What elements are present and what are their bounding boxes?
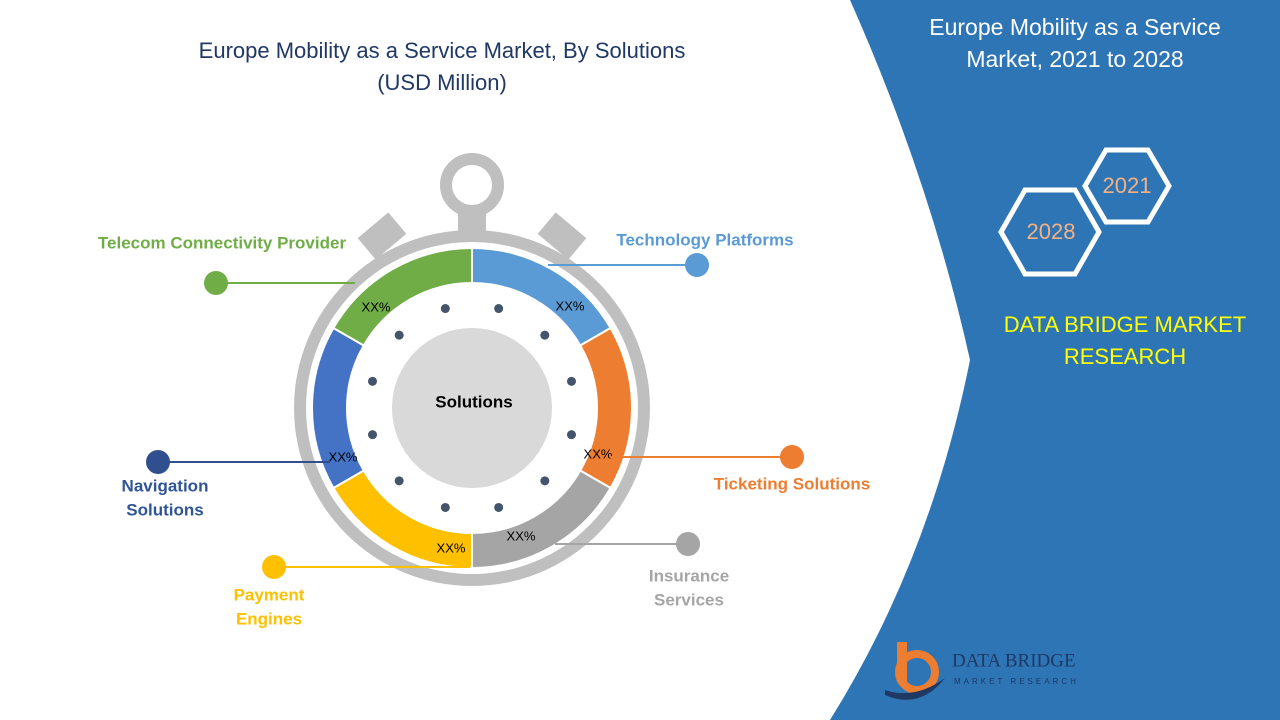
segment-value-label: XX%: [437, 540, 466, 555]
connector-dot: [204, 271, 228, 295]
tick-dot: [368, 430, 378, 440]
tick-dot: [566, 376, 576, 386]
panel-title: Market, 2021 to 2028: [966, 46, 1183, 72]
panel-title: Europe Mobility as a Service: [929, 14, 1220, 40]
connector-dot: [780, 445, 804, 469]
connector-dot: [146, 450, 170, 474]
segment-label: Services: [654, 590, 724, 609]
connector-dot: [676, 532, 700, 556]
title: Europe Mobility as a Service Market, By …: [199, 38, 686, 63]
logo-swoosh: [885, 678, 945, 700]
hexagon: [998, 187, 1102, 277]
year: 2021: [1103, 173, 1152, 198]
segment-value-label: XX%: [507, 528, 536, 543]
connector-dot: [262, 555, 286, 579]
tick-dot: [394, 330, 404, 340]
segment-label: Solutions: [126, 500, 203, 519]
segment-value-label: XX%: [584, 446, 613, 461]
tick-dot: [540, 476, 550, 486]
logo-text: DATA BRIDGE: [952, 650, 1076, 671]
title: (USD Million): [377, 70, 507, 95]
tick-dot: [494, 304, 504, 314]
side-button: [537, 212, 587, 260]
segment-label: Technology Platforms: [616, 230, 793, 249]
tick-dot: [440, 304, 450, 314]
logo-subtext: MARKET RESEARCH: [954, 677, 1079, 686]
tick-dot: [368, 376, 378, 386]
year: 2028: [1027, 219, 1076, 244]
donut-segment: [332, 246, 473, 347]
tick-dot: [566, 430, 576, 440]
segment-label: Engines: [236, 609, 302, 628]
segment-label: Ticketing Solutions: [714, 474, 870, 493]
segment-value-label: XX%: [329, 449, 358, 464]
hexagon: [1082, 147, 1172, 225]
segment-label: Insurance: [649, 566, 729, 585]
segment-label: Payment: [234, 585, 305, 604]
brand: RESEARCH: [1064, 344, 1186, 369]
side-button: [357, 212, 407, 260]
brand: DATA BRIDGE MARKET: [1004, 312, 1246, 337]
tick-dot: [540, 330, 550, 340]
connector-dot: [685, 253, 709, 277]
tick-dot: [394, 476, 404, 486]
segment-label: Navigation: [122, 476, 209, 495]
segment-label: Telecom Connectivity Provider: [98, 233, 347, 252]
tick-dot: [494, 502, 504, 512]
segment-value-label: XX%: [556, 298, 585, 313]
center-circle: [392, 328, 552, 488]
segment-value-label: XX%: [362, 299, 391, 314]
center-label: Solutions: [435, 392, 512, 411]
logo-bowl: [895, 650, 939, 694]
tick-dot: [440, 502, 450, 512]
